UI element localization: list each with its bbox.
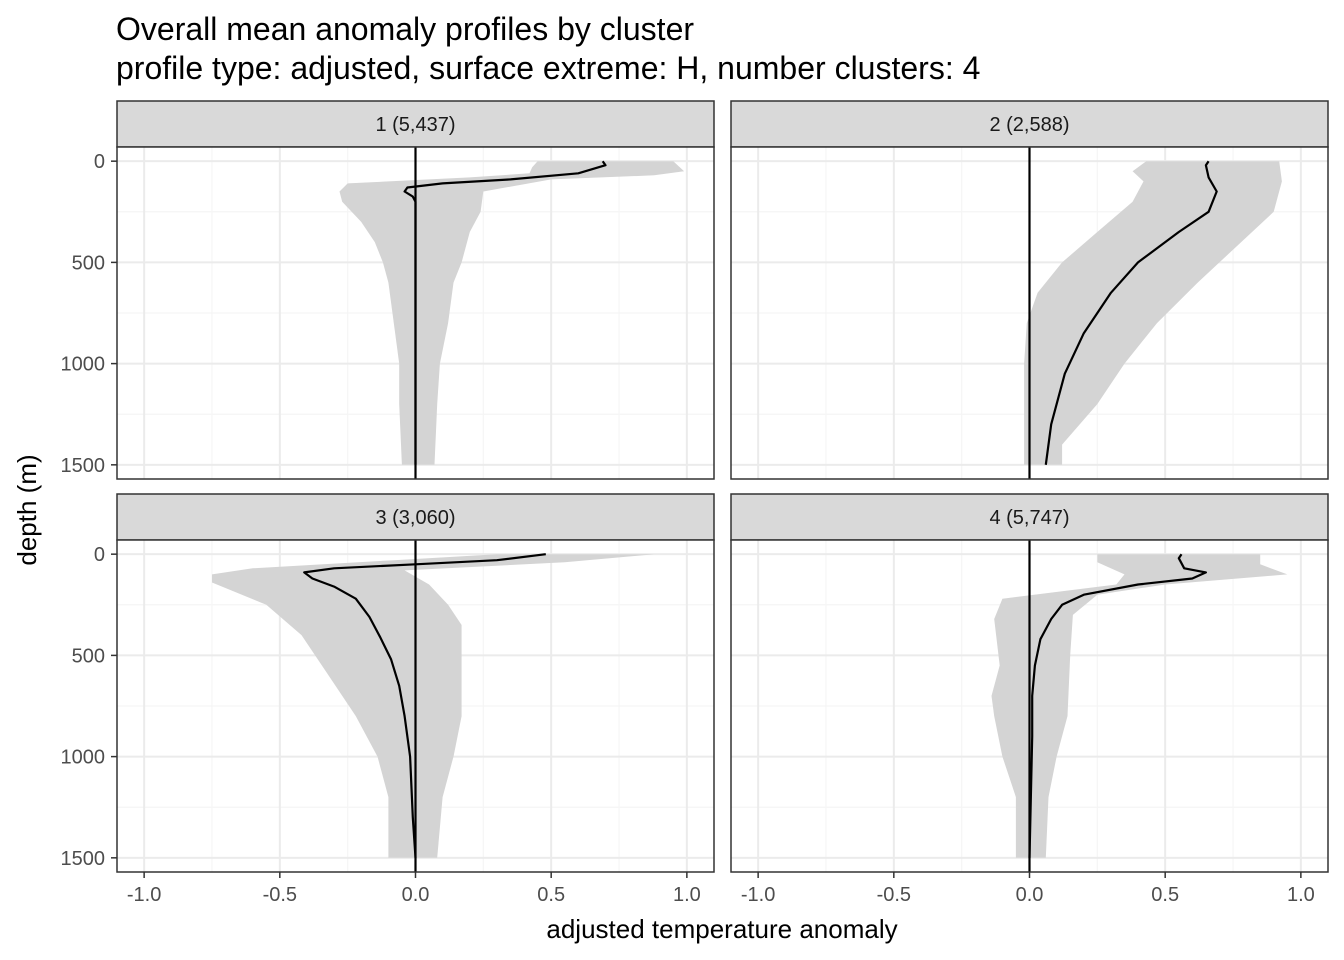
mean-profile-line [403,160,607,465]
x-tick-label: 1.0 [1287,884,1315,906]
panel-strip [730,493,1329,541]
x-tick-label: 0.0 [402,884,430,906]
panel-border [116,146,715,480]
x-axis-title: adjusted temperature anomaly [546,914,897,944]
panel-border [730,146,1329,480]
y-tick-label: 0 [94,151,105,173]
panel-1: 1 (5,437) 0 500 1000 1500 [61,100,715,480]
panel-strip [730,100,1329,148]
ribbon-range [1024,161,1282,465]
panel-strip-label: 3 (3,060) [375,507,455,529]
panel-strip [116,493,715,541]
x-tick-label: -0.5 [877,884,911,906]
y-tick-label: 1500 [61,455,106,477]
mean-profile-line [1044,160,1218,465]
x-tick-label: -1.0 [127,884,161,906]
y-tick-label: 500 [72,252,105,274]
y-tick-label: 0 [94,544,105,566]
x-tick-label: 0.0 [1016,884,1044,906]
chart-title: Overall mean anomaly profiles by cluster [116,11,694,47]
ribbon-range [991,554,1288,858]
x-tick-label: 0.5 [1151,884,1179,906]
y-tick-label: 500 [72,645,105,667]
y-tick-label: 1500 [61,848,106,870]
y-tick-label: 1000 [61,354,106,376]
x-tick-label: 0.5 [537,884,565,906]
y-axis-title: depth (m) [12,454,42,565]
panel-2: 2 (2,588) [730,100,1329,480]
mean-profile-line [303,553,546,858]
mean-profile-line [1028,553,1207,858]
chart-subtitle: profile type: adjusted, surface extreme:… [116,50,980,86]
ribbon-range [339,161,685,465]
panel-strip-label: 4 (5,747) [989,507,1069,529]
panel-strip-label: 2 (2,588) [989,114,1069,136]
x-tick-label: -0.5 [263,884,297,906]
panel-strip-label: 1 (5,437) [375,114,455,136]
panel-3: 3 (3,060) 0 500 1000 1500 -1.0 -0.5 0.0 0.5 1.0 [61,493,715,906]
x-tick-label: 1.0 [673,884,701,906]
y-tick-label: 1000 [61,747,106,769]
panel-strip [116,100,715,148]
panels: 1 (5,437) 0 500 1000 1500 2 (2,588) 3 (3,060) 0… [61,100,1329,906]
panel-4: 4 (5,747) -1.0 -0.5 0.0 0.5 1.0 [730,493,1329,906]
ribbon-range [212,554,655,858]
x-tick-label: -1.0 [741,884,775,906]
